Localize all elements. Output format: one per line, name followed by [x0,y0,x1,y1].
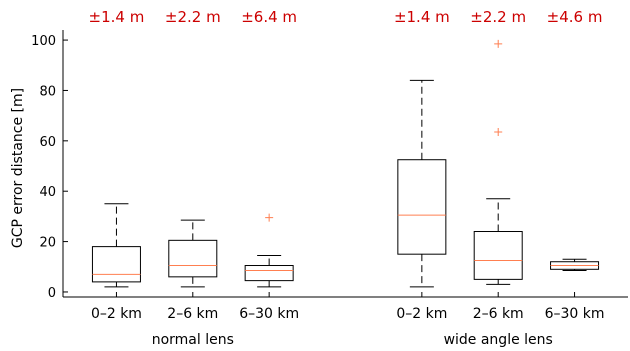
x-tick-label: 6–30 km [239,306,299,322]
box-7: 6–30 km ±4.6 m [545,8,605,322]
iqr-box [91,246,141,283]
y-tick-label: 60 [39,135,56,150]
accuracy-label: ±1.4 m [89,8,145,26]
box-6: 2–6 km ±2.2 m [470,8,526,322]
x-tick-label: 2–6 km [167,306,218,322]
iqr-box [473,231,523,280]
outlier-marker [265,213,274,222]
accuracy-label: ±1.4 m [394,8,450,26]
y-tick-label: 80 [39,84,56,99]
x-tick-label: 6–30 km [545,306,605,322]
y-tick-label: 0 [48,286,56,301]
y-tick-label: 40 [39,185,56,200]
iqr-box [168,239,218,278]
x-tick-label: 2–6 km [473,306,524,322]
box-5: 0–2 km ±1.4 m [394,8,450,322]
accuracy-label: ±6.4 m [241,8,297,26]
box-2: 2–6 km ±2.2 m [165,8,221,322]
accuracy-label: ±2.2 m [470,8,526,26]
iqr-box [244,265,294,282]
y-tick-label: 100 [31,34,56,49]
box-3: 6–30 km ±6.4 m [239,8,299,322]
x-tick-label: 0–2 km [396,306,447,322]
box-1: 0–2 km ±1.4 m [89,8,145,322]
outlier-marker [494,39,503,48]
group-label: wide angle lens [444,332,553,348]
x-tick-label: 0–2 km [91,306,142,322]
accuracy-label: ±2.2 m [165,8,221,26]
accuracy-label: ±4.6 m [547,8,603,26]
group-label: normal lens [152,332,234,348]
y-tick-label: 20 [39,236,56,251]
y-axis-label: GCP error distance [m] [10,88,26,248]
outlier-marker [494,128,503,137]
iqr-box [397,159,447,255]
